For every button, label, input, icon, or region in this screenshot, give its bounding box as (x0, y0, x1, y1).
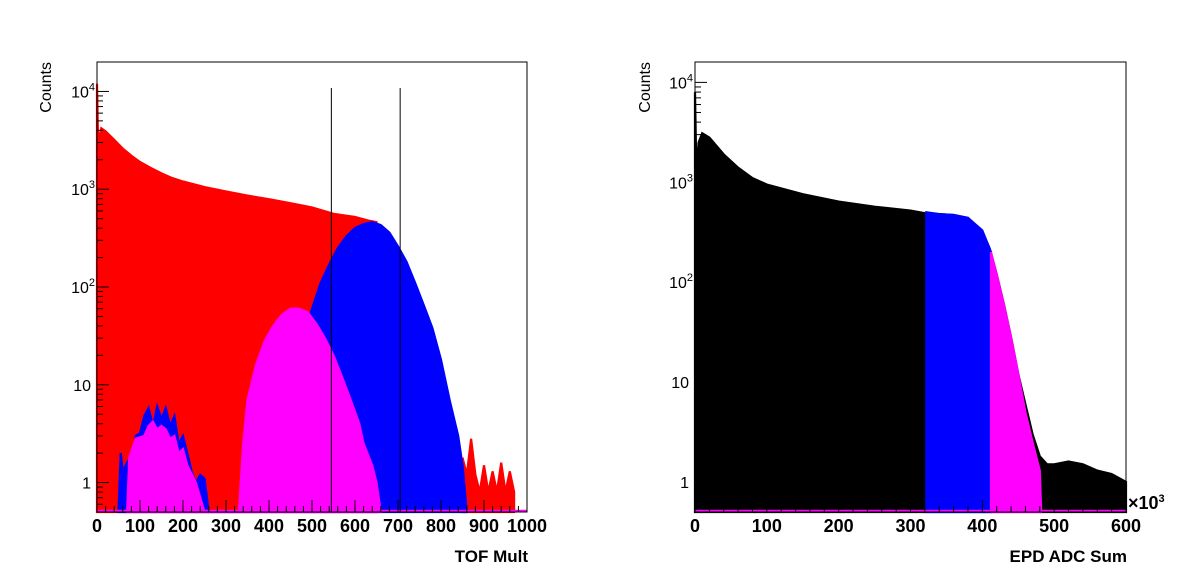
tof-mult-x-tick-label: 300 (211, 516, 241, 536)
tof-mult-y-tick-label: 1 (82, 476, 91, 493)
epd-adc-series-2 (989, 251, 1043, 514)
tof-mult-y-tick-label: 10 (73, 378, 91, 395)
epd-adc-x-tick-label: 100 (752, 516, 782, 536)
tof-mult-histograms (95, 83, 527, 514)
tof-mult-x-tick-label: 0 (92, 516, 102, 536)
tof-mult-x-tick-label: 400 (254, 516, 284, 536)
tof-mult-panel: 0 100 200 300 400 500 600 700 800 900 1000 1101021… (38, 61, 547, 566)
epd-adc-y-tick-label: 103 (669, 172, 693, 192)
tof-mult-x-tick-label: 600 (340, 516, 370, 536)
epd-adc-y-ticks: 1 10 102 103 104 (669, 72, 707, 513)
tof-mult-y-ticks: 1 10 102 103 104 (71, 61, 109, 513)
tof-mult-y-tick-label: 104 (71, 81, 95, 101)
tof-mult-x-tick-label: 500 (297, 516, 327, 536)
epd-adc-y-tick-label: 1 (680, 475, 689, 492)
tof-mult-cut-lines (330, 88, 401, 512)
epd-adc-x-axis-title: EPD ADC Sum (1010, 547, 1127, 566)
epd-adc-histograms (693, 92, 1128, 514)
epd-adc-y-tick-label: 102 (669, 272, 693, 292)
tof-mult-series-1 (461, 438, 516, 514)
tof-mult-x-tick-label: 800 (426, 516, 456, 536)
tof-mult-x-tick-label: 1000 (507, 516, 547, 536)
epd-adc-x-tick-label: 0 (690, 516, 700, 536)
epd-adc-series-1 (925, 211, 993, 514)
epd-adc-series-0 (693, 92, 1128, 514)
epd-adc-y-axis-title: Counts (637, 62, 654, 113)
tof-mult-x-tick-label: 100 (125, 516, 155, 536)
epd-adc-y-tick-label: 104 (669, 72, 693, 92)
tof-mult-x-tick-label: 700 (383, 516, 413, 536)
epd-adc-x-tick-label: 400 (967, 516, 997, 536)
epd-adc-x-tick-label: 600 (1111, 516, 1141, 536)
epd-adc-x-tick-label: 200 (824, 516, 854, 536)
tof-mult-y-tick-label: 102 (71, 277, 95, 297)
epd-adc-x-ticks: 0 100 200 300 400 500 600 (690, 500, 1141, 536)
tof-mult-y-axis-title: Counts (38, 62, 55, 113)
tof-mult-series-3 (125, 307, 383, 514)
epd-adc-x-tick-label: 300 (895, 516, 925, 536)
tof-mult-x-tick-label: 200 (168, 516, 198, 536)
epd-adc-x-axis-multiplier: ×103 (1128, 493, 1165, 513)
tof-mult-x-ticks: 0 100 200 300 400 500 600 700 800 900 1000 (92, 500, 547, 536)
epd-adc-y-tick-label: 10 (671, 375, 689, 392)
tof-mult-x-tick-label: 900 (469, 516, 499, 536)
epd-adc-panel: 0 100 200 300 400 500 600 1 10 102 103 104 ×103 EP… (637, 61, 1165, 566)
epd-adc-x-tick-label: 500 (1039, 516, 1069, 536)
tof-mult-x-axis-title: TOF Mult (455, 547, 529, 566)
tof-mult-y-tick-label: 103 (71, 179, 95, 199)
